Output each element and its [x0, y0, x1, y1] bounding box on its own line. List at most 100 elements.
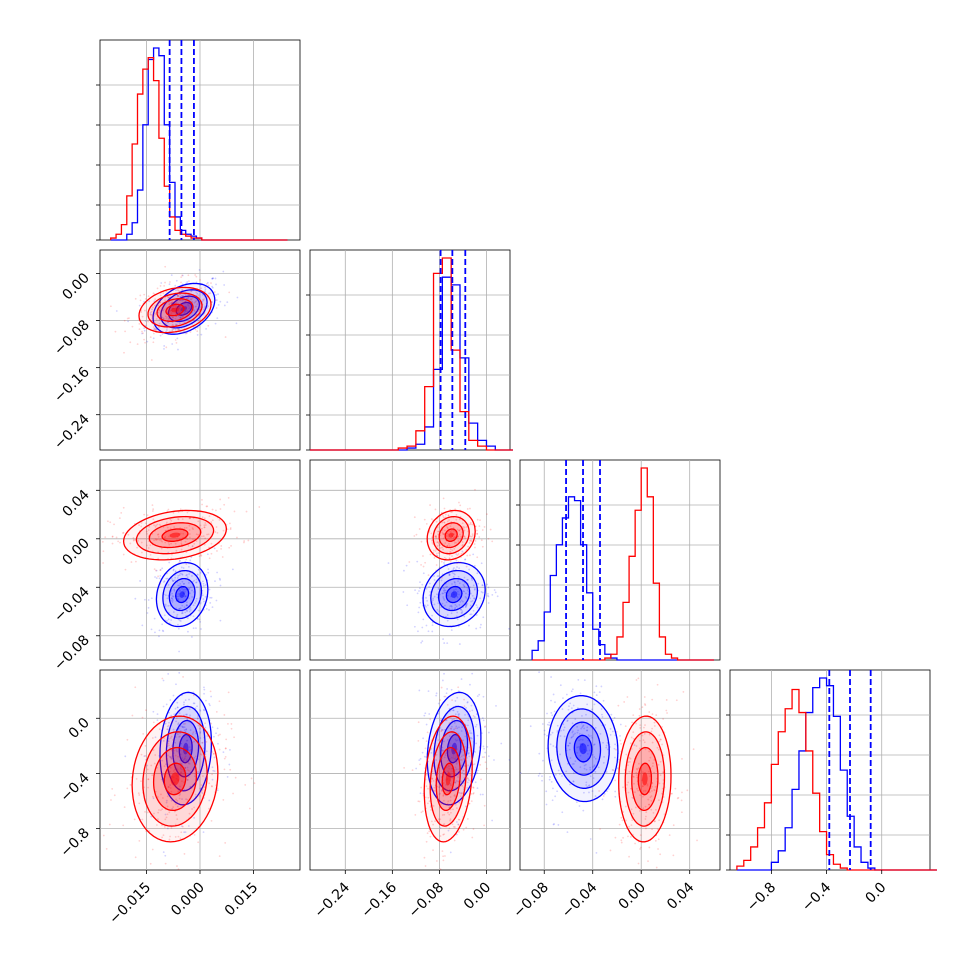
sample-point: [632, 812, 635, 815]
sample-point: [202, 831, 205, 834]
sample-point: [587, 744, 589, 747]
sample-point: [455, 754, 458, 756]
sample-point: [213, 547, 216, 550]
sample-point: [641, 706, 644, 709]
sample-point: [550, 699, 552, 702]
sample-point: [448, 735, 451, 738]
sample-point: [569, 702, 572, 705]
sample-point: [228, 291, 231, 294]
sample-point: [566, 831, 569, 834]
sample-point: [559, 684, 562, 687]
sample-point: [183, 831, 186, 834]
sample-point: [463, 529, 466, 532]
sample-point: [466, 701, 469, 704]
sample-point: [452, 575, 455, 578]
sample-point: [460, 678, 463, 680]
sample-point: [438, 543, 441, 546]
sample-point: [197, 310, 199, 313]
sample-point: [508, 758, 510, 761]
sample-point: [434, 535, 437, 538]
sample-point: [430, 751, 433, 754]
sample-point: [428, 582, 431, 585]
sample-point: [448, 722, 451, 724]
sample-point: [156, 538, 159, 541]
sample-point: [443, 533, 446, 536]
sample-point: [179, 317, 182, 319]
sample-point: [643, 732, 646, 735]
sample-point: [428, 586, 430, 588]
sample-point: [185, 604, 188, 607]
sample-point: [442, 533, 444, 535]
sample-point: [454, 508, 457, 511]
sample-point: [149, 544, 152, 547]
sample-point: [179, 837, 182, 840]
sample-point: [470, 792, 473, 795]
sample-point: [473, 597, 476, 600]
sample-point: [475, 713, 478, 716]
sample-point: [164, 862, 167, 865]
sample-point: [659, 774, 662, 777]
sample-point: [634, 791, 636, 794]
sample-point: [543, 729, 546, 732]
sample-point: [546, 723, 549, 726]
sample-point: [443, 787, 446, 790]
sample-point: [447, 527, 449, 530]
sample-point: [568, 665, 570, 667]
density-contour: [642, 772, 648, 786]
sample-point: [657, 848, 659, 850]
sample-point: [420, 811, 423, 814]
sample-point: [159, 568, 162, 571]
sample-point: [187, 274, 190, 277]
sample-point: [459, 518, 461, 521]
sample-point: [165, 703, 168, 706]
sample-point: [637, 789, 639, 792]
sample-point: [421, 626, 424, 629]
sample-point: [172, 568, 175, 571]
sample-point: [649, 775, 651, 778]
sample-point: [175, 720, 177, 723]
sample-point: [435, 860, 438, 862]
sample-point: [191, 636, 193, 638]
sample-point: [190, 571, 193, 574]
sample-point: [426, 802, 429, 805]
sample-point: [176, 790, 179, 793]
sample-point: [181, 780, 183, 783]
sample-point: [211, 726, 214, 729]
sample-point: [218, 855, 221, 858]
sample-point: [162, 726, 164, 729]
sample-point: [454, 766, 457, 769]
sample-point: [161, 306, 164, 309]
sample-point: [459, 504, 462, 507]
sample-point: [484, 725, 487, 728]
sample-point: [445, 803, 448, 806]
sample-point: [188, 610, 191, 613]
sample-point: [189, 331, 192, 333]
sample-point: [155, 569, 158, 572]
sample-point: [446, 726, 449, 729]
sample-point: [494, 591, 497, 594]
sample-point: [193, 301, 196, 304]
sample-point: [199, 621, 202, 623]
sample-point: [162, 834, 165, 837]
sample-point: [463, 590, 466, 593]
sample-point: [163, 324, 166, 326]
sample-point: [166, 813, 169, 816]
sample-point: [487, 595, 490, 598]
sample-point: [593, 765, 596, 768]
sample-point: [587, 734, 590, 736]
sample-point: [203, 688, 206, 691]
sample-point: [648, 803, 650, 806]
sample-point: [183, 588, 186, 591]
sample-point: [576, 751, 579, 754]
sample-point: [152, 326, 155, 329]
sample-point: [139, 580, 141, 582]
sample-point: [146, 514, 149, 517]
sample-point: [424, 561, 427, 564]
sample-point: [203, 686, 205, 689]
sample-point: [632, 714, 635, 717]
sample-point: [468, 542, 471, 544]
sample-point: [190, 298, 193, 301]
sample-point: [181, 296, 184, 299]
sample-point: [166, 619, 168, 622]
sample-point: [163, 345, 166, 347]
